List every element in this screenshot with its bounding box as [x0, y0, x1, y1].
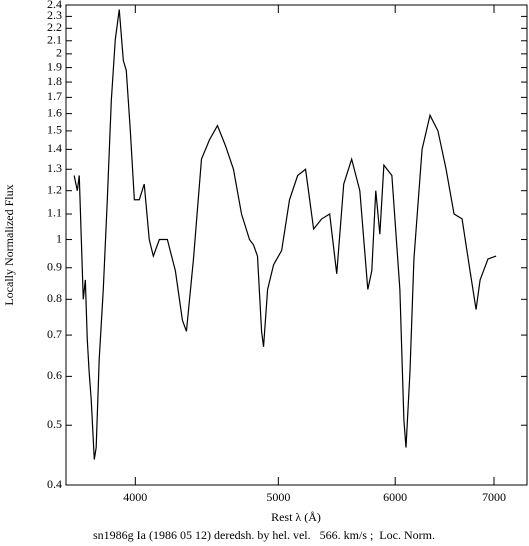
y-tick-label: 2: [56, 46, 62, 60]
x-tick-label: 5000: [266, 490, 290, 504]
caption: sn1986g Ia (1986 05 12) deredsh. by hel.…: [93, 528, 435, 542]
y-tick-label: 1.1: [47, 206, 62, 220]
x-tick-label: 4000: [123, 490, 147, 504]
y-tick-label: 2.2: [47, 20, 62, 34]
spectrum-line: [73, 9, 497, 460]
x-axis-label: Rest λ (Å): [271, 510, 321, 524]
plot-frame: [65, 4, 528, 486]
y-tick-label: 1.6: [47, 105, 62, 119]
y-tick-label: 1.3: [47, 161, 62, 175]
y-tick-label: 0.4: [47, 477, 62, 491]
y-tick-label: 2.3: [47, 8, 62, 22]
x-tick-label: 7000: [482, 490, 506, 504]
y-tick-label: 2.4: [47, 0, 62, 11]
y-tick-label: 1.5: [47, 123, 62, 137]
y-tick-label: 0.5: [47, 417, 62, 431]
y-tick-label: 0.6: [47, 368, 62, 382]
y-tick-label: 1.7: [47, 89, 62, 103]
x-tick-label: 6000: [383, 490, 407, 504]
y-tick-label: 0.9: [47, 260, 62, 274]
y-tick-label: 0.8: [47, 291, 62, 305]
y-tick-label: 1.2: [47, 182, 62, 196]
y-axis-label: Locally Normalized Flux: [2, 184, 16, 305]
y-tick-label: 1: [56, 231, 62, 245]
y-tick-label: 0.7: [47, 327, 62, 341]
y-tick-label: 1.9: [47, 59, 62, 73]
y-tick-label: 1.8: [47, 74, 62, 88]
y-tick-label: 1.4: [47, 141, 62, 155]
y-tick-label: 2.1: [47, 33, 62, 47]
